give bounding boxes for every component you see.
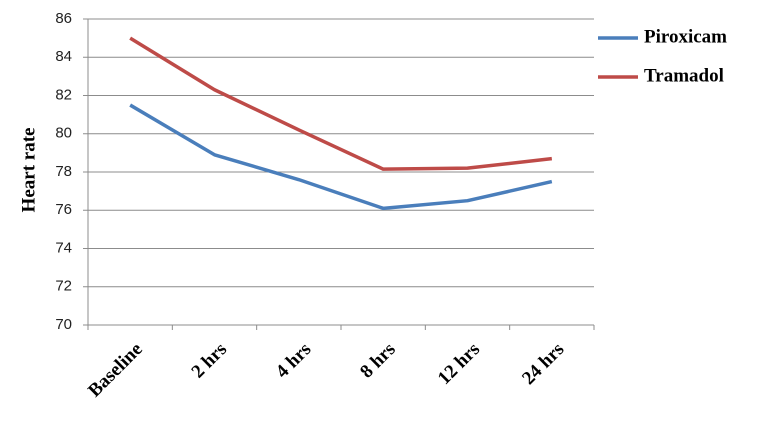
x-tick-label: 12 hrs	[434, 339, 484, 389]
y-tick-label: 76	[55, 201, 72, 218]
y-tick-label: 78	[55, 163, 72, 180]
x-tick-label: 8 hrs	[356, 339, 400, 383]
series-line	[129, 36, 553, 171]
x-tick-label: 24 hrs	[518, 339, 568, 389]
x-tick-label: 2 hrs	[188, 339, 232, 383]
y-tick-label: 74	[55, 239, 72, 256]
y-axis-label: Heart rate	[18, 128, 39, 213]
y-tick-label: 82	[55, 86, 72, 103]
series-line	[129, 103, 553, 211]
x-tick-label: Baseline	[84, 339, 147, 402]
y-tick-label: 80	[55, 125, 72, 142]
y-tick-label: 72	[55, 278, 72, 295]
legend-label: Tramadol	[644, 65, 724, 86]
y-tick-label: 84	[55, 48, 72, 65]
x-tick-label: 4 hrs	[272, 339, 316, 383]
legend-label: Piroxicam	[644, 26, 727, 47]
y-tick-label: 86	[55, 10, 72, 27]
y-tick-label: 70	[55, 316, 72, 333]
